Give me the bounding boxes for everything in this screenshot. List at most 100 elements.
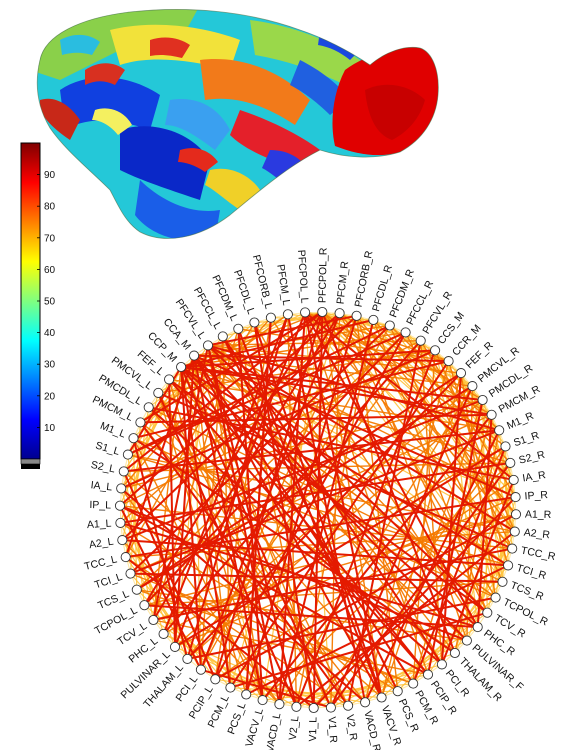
node-marker (217, 331, 228, 342)
node-marker (143, 402, 154, 413)
connection-edge (157, 391, 298, 708)
node-marker (131, 584, 142, 595)
connection-edge (253, 321, 383, 699)
connection-edge (127, 453, 516, 533)
node-marker (128, 433, 139, 444)
node-marker (125, 568, 136, 579)
node-marker (122, 449, 133, 460)
connection-edge (380, 399, 484, 699)
node-marker (490, 592, 501, 603)
connection-edge (207, 344, 281, 706)
node-label: A1_R (525, 509, 552, 522)
node-label: S1_L (94, 439, 121, 457)
node-marker (153, 387, 164, 398)
node-marker (233, 323, 244, 334)
node-marker (118, 466, 129, 477)
connection-edge (454, 429, 500, 654)
connection-edge (338, 312, 484, 401)
node-label: IA_L (90, 479, 113, 493)
node-marker (408, 678, 419, 689)
node-label: VACV_L (243, 707, 266, 748)
connection-edge (122, 311, 324, 473)
connection-edge (120, 487, 367, 704)
node-marker (443, 356, 454, 367)
node-label: TCC_R (520, 545, 557, 564)
connection-edge (143, 331, 407, 607)
connection-edge (135, 372, 462, 591)
connection-edge (139, 421, 350, 707)
node-marker (114, 500, 126, 511)
node-marker (169, 641, 181, 652)
node-label: VACD_R (361, 710, 383, 750)
node-marker (461, 635, 472, 646)
node-marker (400, 327, 411, 338)
node-marker (509, 526, 520, 537)
node-label: PFCPOL_L (295, 249, 310, 304)
colorbar-floor-swatch (21, 464, 40, 469)
node-marker (376, 692, 387, 703)
colorbar-tick-label: 40 (44, 328, 56, 339)
node-label: VACD_L (264, 712, 284, 750)
connection-edge (278, 311, 307, 706)
connection-edge (321, 311, 517, 515)
node-marker (148, 614, 159, 626)
node-marker (467, 381, 478, 392)
connection-edge (180, 366, 484, 401)
connection-edge (129, 324, 391, 575)
connection-edge (162, 339, 422, 635)
connection-edge (180, 366, 517, 498)
node-marker (317, 306, 328, 318)
node-marker (241, 689, 252, 700)
connection-edge (119, 505, 176, 648)
node-marker (436, 659, 447, 670)
node-marker (510, 509, 522, 520)
node-marker (343, 700, 354, 711)
connection-edge (168, 378, 429, 676)
node-label: TCI_L (93, 571, 124, 592)
node-marker (482, 607, 493, 618)
node-marker (449, 647, 460, 659)
node-label: V2_R (344, 714, 360, 742)
colorbar-tick-label: 90 (44, 170, 56, 181)
brain-surface (37, 9, 439, 239)
connection-edge (127, 454, 145, 606)
node-marker (249, 317, 260, 328)
node-marker (291, 701, 302, 712)
node-marker (158, 628, 169, 639)
node-marker (139, 600, 150, 611)
node-marker (334, 308, 345, 319)
node-marker (497, 576, 508, 587)
node-marker (422, 669, 434, 680)
connection-edge (132, 437, 189, 660)
node-marker (415, 335, 426, 346)
node-label: PCS_L (225, 701, 248, 737)
connection-edge (466, 513, 517, 642)
node-marker (182, 653, 193, 664)
node-marker (308, 702, 319, 714)
connection-edge (214, 311, 324, 681)
node-marker (430, 345, 441, 356)
node-marker (500, 441, 511, 452)
node-label: S2_L (90, 459, 117, 476)
node-label: TCI_R (515, 562, 548, 582)
node-marker (189, 350, 200, 361)
connection-edge (168, 378, 176, 648)
node-label: V1_L (307, 717, 320, 742)
node-marker (225, 682, 236, 693)
connection-edge (330, 639, 468, 709)
connection-edge (180, 366, 202, 671)
node-marker (117, 535, 128, 546)
connection-edge (253, 321, 315, 709)
node-marker (116, 483, 127, 494)
connection-edge (207, 344, 298, 708)
node-marker (392, 686, 403, 697)
node-marker (282, 309, 293, 320)
connection-edge (121, 539, 510, 567)
connection-edge (214, 331, 407, 681)
colorbar-tick-label: 20 (44, 391, 56, 402)
node-marker (351, 310, 362, 321)
node-marker (176, 361, 187, 373)
connection-edge (121, 399, 484, 542)
node-marker (164, 374, 175, 385)
